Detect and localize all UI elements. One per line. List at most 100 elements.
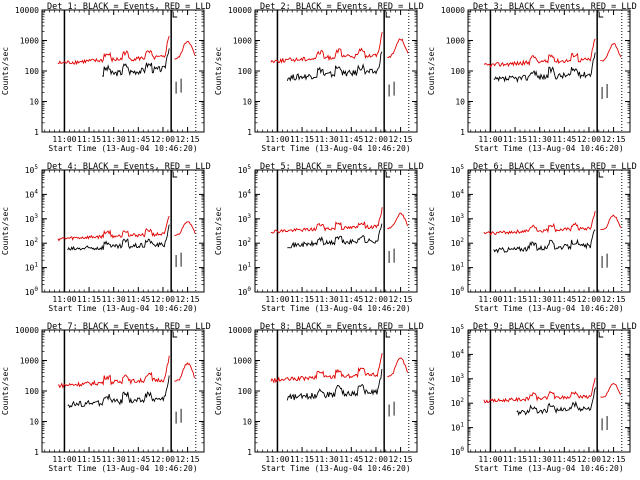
series-lld-post-line xyxy=(600,382,622,398)
detector-panel-9: Det 9: BLACK = Events, RED = LLD 100 101 10… xyxy=(427,322,637,473)
y-tick-label: 103 xyxy=(451,213,465,224)
series-events-line xyxy=(516,387,596,417)
detector-panel-8: Det 8: BLACK = Events, RED = LLD 1 10 100 10… xyxy=(214,322,424,473)
x-tick-label: 11:00 xyxy=(52,135,76,144)
x-tick-label: 11:15 xyxy=(290,295,314,304)
x-tick-label: 12:00 xyxy=(364,455,388,464)
series-events-post-line xyxy=(601,83,608,99)
x-tick-label: 11:45 xyxy=(126,135,150,144)
y-axis-label: Counts/sec xyxy=(427,207,436,255)
x-tick-label: 11:15 xyxy=(503,295,527,304)
y-tick-label: 100 xyxy=(238,286,252,297)
y-tick-label: 1 xyxy=(247,448,252,457)
plot-frame xyxy=(41,9,205,133)
y-tick-label: 10000 xyxy=(228,326,252,335)
y-tick-label: 103 xyxy=(238,213,252,224)
y-tick-label: 1000 xyxy=(20,357,39,366)
y-tick-label: 1 xyxy=(460,128,465,137)
plot-title: Det 5: BLACK = Events, RED = LLD xyxy=(260,162,424,172)
plot-title: Det 3: BLACK = Events, RED = LLD xyxy=(473,2,637,12)
x-tick-label: 12:00 xyxy=(577,295,601,304)
y-tick-label: 101 xyxy=(238,262,252,273)
x-tick-label: 12:15 xyxy=(176,455,200,464)
x-axis-label: Start Time (13-Aug-04 10:46:20) xyxy=(261,464,410,473)
series-events-post-line xyxy=(388,401,395,417)
plot-title: Det 7: BLACK = Events, RED = LLD xyxy=(47,322,211,332)
x-axis-label: Start Time (13-Aug-04 10:46:20) xyxy=(48,464,197,473)
y-tick-label: 100 xyxy=(25,387,40,396)
plot-frame xyxy=(41,329,205,453)
x-tick-label: 11:00 xyxy=(265,135,289,144)
y-tick-label: 10 xyxy=(242,418,252,427)
series-events-post-line xyxy=(175,252,182,267)
x-axis-label: Start Time (13-Aug-04 10:46:20) xyxy=(474,144,623,153)
y-tick-label: 100 xyxy=(238,67,253,76)
y-tick-label: 100 xyxy=(451,286,465,297)
x-tick-label: 11:30 xyxy=(102,295,126,304)
x-tick-label: 11:45 xyxy=(126,455,150,464)
y-axis-label: Counts/sec xyxy=(427,47,436,95)
y-tick-label: 105 xyxy=(25,164,39,175)
bracket-mark xyxy=(598,12,604,18)
y-tick-label: 105 xyxy=(238,164,252,175)
y-tick-label: 1 xyxy=(34,128,39,137)
bracket-mark xyxy=(172,332,178,338)
series-lld-line xyxy=(57,215,170,242)
series-events-line xyxy=(101,48,170,78)
bracket-mark xyxy=(385,12,391,18)
y-axis-label: Counts/sec xyxy=(214,207,223,255)
y-tick-label: 1000 xyxy=(233,37,252,46)
plot-frame xyxy=(254,169,418,293)
series-events-post-line xyxy=(388,248,395,263)
detector-panel-7: Det 7: BLACK = Events, RED = LLD 1 10 100 10… xyxy=(1,322,211,473)
detector-panel-6: Det 6: BLACK = Events, RED = LLD 100 101 10… xyxy=(427,162,637,313)
y-tick-label: 102 xyxy=(238,237,252,248)
y-tick-label: 102 xyxy=(25,237,39,248)
x-tick-label: 12:15 xyxy=(176,295,200,304)
y-tick-label: 10 xyxy=(242,98,252,107)
y-tick-label: 100 xyxy=(25,67,40,76)
y-tick-label: 100 xyxy=(451,446,465,457)
x-tick-label: 11:30 xyxy=(102,455,126,464)
x-tick-label: 12:15 xyxy=(389,295,413,304)
x-tick-label: 12:00 xyxy=(151,455,175,464)
y-tick-label: 100 xyxy=(451,67,466,76)
x-tick-label: 12:15 xyxy=(602,295,626,304)
series-lld-post-line xyxy=(387,357,409,378)
y-axis-label: Counts/sec xyxy=(214,367,223,415)
x-tick-label: 11:45 xyxy=(552,295,576,304)
x-tick-label: 11:15 xyxy=(77,135,101,144)
x-tick-label: 11:30 xyxy=(102,135,126,144)
series-events-post-line xyxy=(175,78,182,94)
series-lld-post-line xyxy=(387,212,409,230)
bracket-mark xyxy=(172,12,178,18)
x-axis-label: Start Time (13-Aug-04 10:46:20) xyxy=(261,144,410,153)
y-tick-label: 10000 xyxy=(15,326,39,335)
series-events-line xyxy=(286,368,383,401)
y-tick-label: 101 xyxy=(451,262,465,273)
x-axis-label: Start Time (13-Aug-04 10:46:20) xyxy=(48,144,197,153)
x-tick-label: 11:00 xyxy=(478,455,502,464)
x-tick-label: 11:15 xyxy=(77,455,101,464)
plot-frame xyxy=(467,169,631,293)
x-tick-label: 11:00 xyxy=(265,455,289,464)
x-tick-label: 11:00 xyxy=(478,135,502,144)
y-tick-label: 1 xyxy=(34,448,39,457)
x-axis-label: Start Time (13-Aug-04 10:46:20) xyxy=(474,304,623,313)
y-tick-label: 104 xyxy=(238,188,252,199)
series-lld-line xyxy=(270,207,383,234)
plot-title: Det 6: BLACK = Events, RED = LLD xyxy=(473,162,637,172)
series-lld-line xyxy=(57,35,170,66)
plot-title: Det 4: BLACK = Events, RED = LLD xyxy=(47,162,211,172)
x-tick-label: 11:45 xyxy=(552,455,576,464)
plot-frame xyxy=(254,329,418,453)
x-tick-label: 11:30 xyxy=(528,455,552,464)
x-tick-label: 11:30 xyxy=(528,135,552,144)
y-tick-label: 10 xyxy=(29,418,39,427)
x-tick-label: 11:45 xyxy=(339,295,363,304)
y-tick-label: 103 xyxy=(25,213,39,224)
x-tick-label: 12:15 xyxy=(602,455,626,464)
y-tick-label: 1000 xyxy=(20,37,39,46)
x-tick-label: 11:00 xyxy=(52,295,76,304)
series-events-post-line xyxy=(601,415,608,431)
